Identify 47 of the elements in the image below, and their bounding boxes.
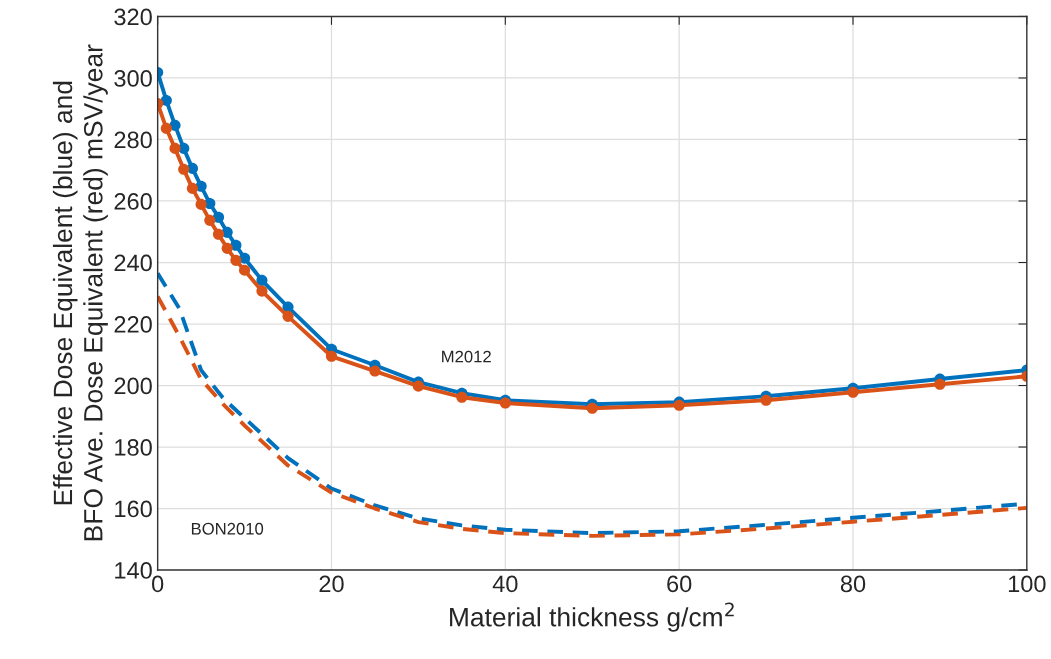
x-tick-label: 60: [667, 575, 692, 593]
x-tick-label: 100: [1008, 575, 1046, 593]
y-tick-label: 240: [114, 254, 152, 272]
point: [204, 214, 216, 226]
point: [369, 365, 381, 377]
x-tick-label: 20: [319, 575, 344, 593]
y-tick-label: 200: [114, 377, 152, 395]
x-axis-title: Material thickness g/cm$^{2}$: [450, 602, 734, 632]
y-axis-title: Effective Dose Equivalent (blue) and BFO Ave. Dose Equivalent (red) mSV/year: [52, 44, 108, 541]
annotation: M2012: [442, 350, 491, 363]
point: [230, 254, 242, 266]
point: [186, 162, 198, 174]
point: [586, 402, 598, 414]
point: [160, 122, 172, 134]
point: [186, 182, 198, 194]
point: [256, 274, 268, 286]
point: [239, 252, 251, 264]
point: [195, 198, 207, 210]
point: [456, 391, 468, 403]
y-tick-label: 280: [114, 131, 152, 149]
y-tick-label: 300: [114, 70, 152, 87]
point: [282, 310, 294, 322]
y-tick-label: 160: [115, 500, 152, 518]
point: [212, 211, 225, 223]
y-tick-label: 180: [115, 439, 152, 456]
point: [230, 239, 242, 251]
point: [212, 228, 225, 240]
x-tick-label: 40: [492, 575, 518, 593]
y-tick-label: 140: [115, 562, 152, 579]
point: [760, 394, 772, 406]
point: [160, 94, 172, 106]
y-tick-label: 220: [114, 316, 152, 333]
point: [412, 380, 424, 392]
point: [169, 142, 181, 154]
y-tick-label: 320: [114, 8, 152, 26]
y-tick-label: 260: [114, 193, 152, 210]
point: [256, 285, 268, 297]
point: [239, 264, 251, 276]
point: [178, 163, 190, 175]
point: [325, 350, 338, 362]
point: [169, 119, 181, 131]
point: [934, 378, 946, 390]
x-tick-label: 80: [840, 575, 866, 593]
annotation: BON2010: [191, 522, 264, 535]
x-tick-label: 0: [152, 575, 164, 593]
point: [221, 242, 233, 254]
point: [847, 386, 859, 398]
